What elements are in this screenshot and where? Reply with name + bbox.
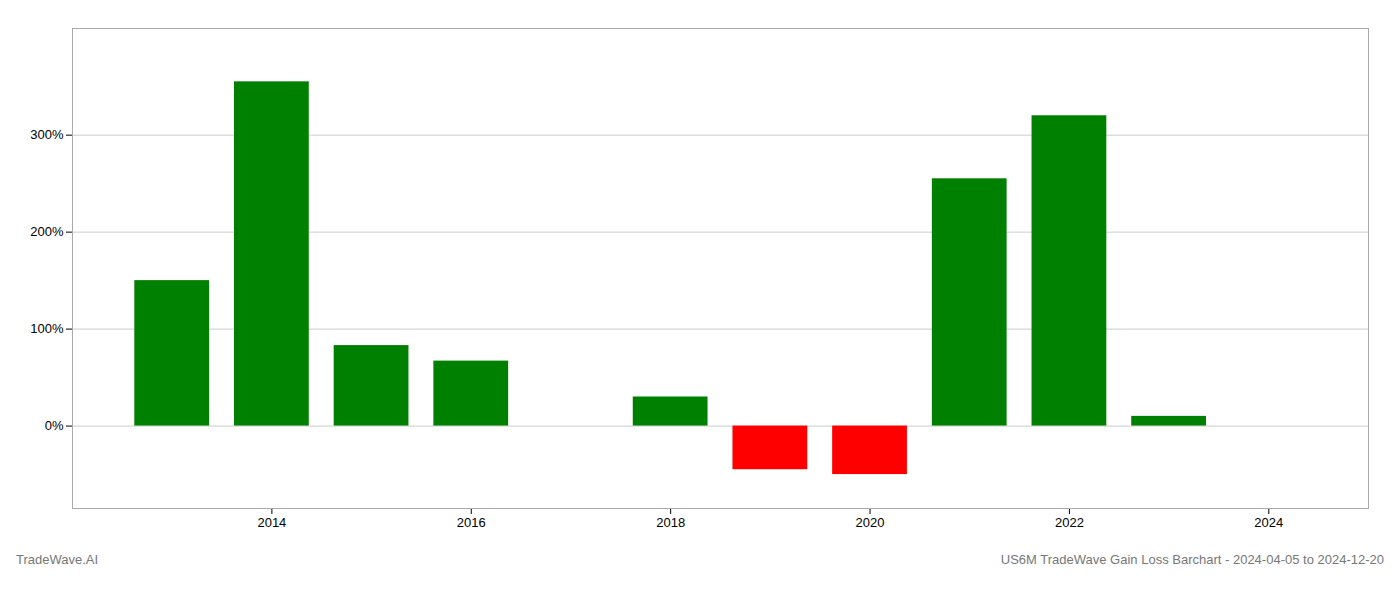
svg-text:2016: 2016 <box>457 515 486 530</box>
svg-text:300%: 300% <box>30 127 64 142</box>
html-text:TradeWave.AI: TradeWave.AI <box>16 552 99 567</box>
html-text:US6M TradeWave Gain Loss Barch: US6M TradeWave Gain Loss Barchart - 2024… <box>1000 552 1384 567</box>
svg-text:2018: 2018 <box>656 515 685 530</box>
svg-text:0%: 0% <box>45 418 64 433</box>
svg-text:200%: 200% <box>30 224 64 239</box>
svg-text:2020: 2020 <box>856 515 885 530</box>
svg-text:100%: 100% <box>30 321 64 336</box>
svg-text:2022: 2022 <box>1055 515 1084 530</box>
svg-text:2024: 2024 <box>1254 515 1283 530</box>
svg-text:2014: 2014 <box>257 515 286 530</box>
